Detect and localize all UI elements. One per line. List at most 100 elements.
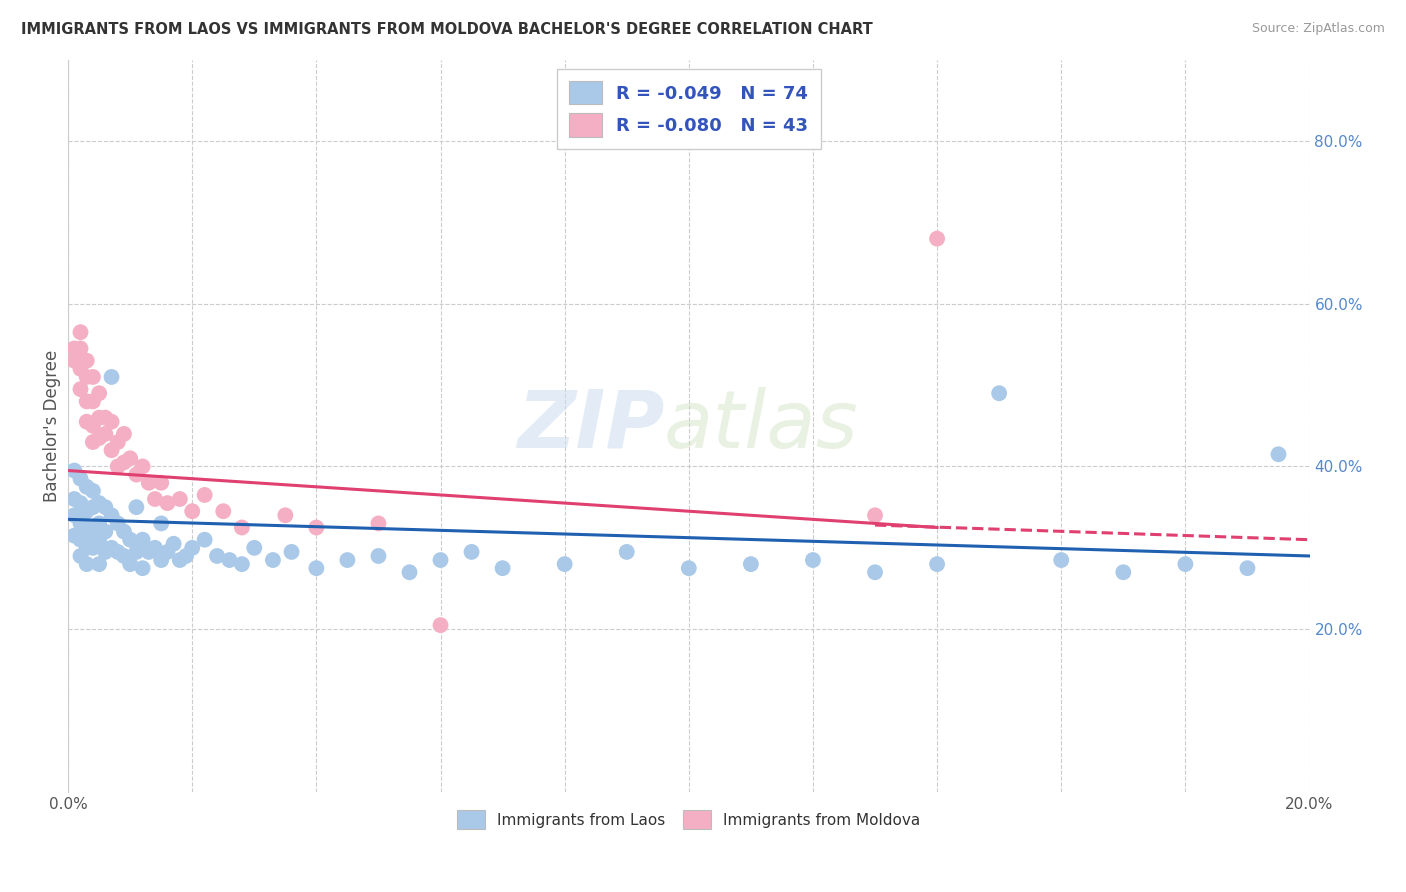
Point <box>63 342 86 356</box>
Point <box>305 561 328 575</box>
Point <box>76 504 98 518</box>
Point <box>305 520 328 534</box>
Point <box>863 508 886 523</box>
Point <box>63 464 86 478</box>
Point <box>89 386 111 401</box>
Point <box>120 557 142 571</box>
Point <box>131 533 153 547</box>
Point <box>69 342 91 356</box>
Point <box>367 549 389 563</box>
Point <box>398 566 420 580</box>
Point <box>169 491 191 506</box>
Point <box>82 500 104 515</box>
Point <box>274 508 297 523</box>
Point <box>925 232 948 246</box>
Point <box>162 537 184 551</box>
Point <box>82 394 104 409</box>
Point <box>120 451 142 466</box>
Point <box>125 500 148 515</box>
Point <box>82 370 104 384</box>
Point <box>89 533 111 547</box>
Point <box>76 528 98 542</box>
Point <box>69 496 91 510</box>
Point <box>94 500 117 515</box>
Point <box>181 504 204 518</box>
Point <box>367 516 389 531</box>
Point <box>107 435 129 450</box>
Point <box>740 557 762 571</box>
Point <box>231 520 253 534</box>
Point <box>82 435 104 450</box>
Point <box>678 561 700 575</box>
Point <box>194 488 217 502</box>
Point <box>107 545 129 559</box>
Point <box>194 533 217 547</box>
Point <box>63 353 86 368</box>
Point <box>1112 566 1135 580</box>
Point <box>69 382 91 396</box>
Point <box>76 541 98 555</box>
Point <box>131 459 153 474</box>
Point <box>100 370 122 384</box>
Point <box>212 504 235 518</box>
Point <box>131 561 153 575</box>
Point <box>429 553 451 567</box>
Point <box>107 516 129 531</box>
Point <box>94 524 117 539</box>
Point <box>174 549 197 563</box>
Point <box>925 557 948 571</box>
Point <box>89 516 111 531</box>
Point <box>76 370 98 384</box>
Point <box>94 410 117 425</box>
Point <box>76 480 98 494</box>
Point <box>89 410 111 425</box>
Point <box>1267 447 1289 461</box>
Point <box>429 618 451 632</box>
Point <box>181 541 204 555</box>
Point <box>82 520 104 534</box>
Point <box>89 496 111 510</box>
Point <box>100 508 122 523</box>
Point <box>156 545 179 559</box>
Point <box>63 528 86 542</box>
Point <box>150 475 173 490</box>
Point <box>138 475 160 490</box>
Point <box>89 557 111 571</box>
Point <box>150 516 173 531</box>
Point <box>69 533 91 547</box>
Point <box>69 472 91 486</box>
Point <box>82 418 104 433</box>
Point <box>63 508 86 523</box>
Point <box>143 491 166 506</box>
Point <box>69 549 91 563</box>
Point <box>1236 561 1258 575</box>
Point <box>125 467 148 482</box>
Point <box>616 545 638 559</box>
Point <box>218 553 240 567</box>
Point <box>243 541 266 555</box>
Point <box>125 545 148 559</box>
Point <box>63 491 86 506</box>
Point <box>76 353 98 368</box>
Point <box>231 557 253 571</box>
Point <box>460 545 482 559</box>
Point <box>82 483 104 498</box>
Point <box>988 386 1011 401</box>
Point <box>1050 553 1073 567</box>
Point <box>94 426 117 441</box>
Point <box>100 415 122 429</box>
Point <box>120 533 142 547</box>
Point <box>863 566 886 580</box>
Point <box>112 524 135 539</box>
Point <box>76 557 98 571</box>
Point <box>112 455 135 469</box>
Point <box>1174 557 1197 571</box>
Point <box>76 394 98 409</box>
Legend: Immigrants from Laos, Immigrants from Moldova: Immigrants from Laos, Immigrants from Mo… <box>451 804 927 836</box>
Point <box>205 549 228 563</box>
Y-axis label: Bachelor's Degree: Bachelor's Degree <box>44 350 60 502</box>
Point <box>112 549 135 563</box>
Text: ZIP: ZIP <box>516 387 664 465</box>
Point <box>336 553 359 567</box>
Point <box>69 325 91 339</box>
